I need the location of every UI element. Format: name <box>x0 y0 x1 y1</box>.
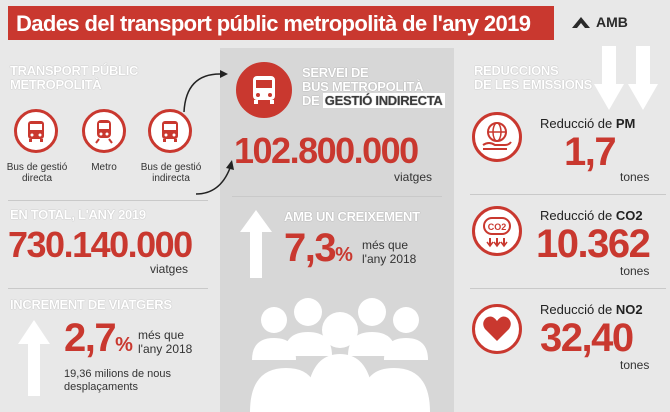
mode-label-bus-indirect-line1: Bus de gestió <box>140 162 202 173</box>
bus-direct-icon <box>14 109 58 153</box>
total-unit: viatges <box>150 262 189 276</box>
no2-label: Reducció de NO2 <box>540 302 643 317</box>
service-title-highlight: GESTIÓ INDIRECTA <box>322 93 445 108</box>
service-title-prefix: DE <box>302 93 323 108</box>
pm-label: Reducció de PM <box>540 116 635 131</box>
co2-icon: CO2 <box>472 206 522 256</box>
service-unit: viatges <box>394 170 433 184</box>
pm-unit: tones <box>620 170 650 184</box>
page-title: Dades del transport públic metropolità d… <box>16 11 531 36</box>
co2-value: 10.362 <box>536 222 651 266</box>
mode-label-bus-indirect-line2: indirecta <box>152 173 190 184</box>
growth-note-line1: més que <box>362 238 409 252</box>
increment-sub-line1: 19,36 milions de nous <box>64 368 172 380</box>
total-value: 730.140.000 <box>8 224 193 265</box>
divider-right-2 <box>470 288 666 289</box>
mode-label-metro: Metro <box>76 162 132 173</box>
no2-label-text: Reducció de <box>540 302 616 317</box>
left-section-title: TRANSPORT PÚBLIC METROPOLITÀ <box>10 64 138 92</box>
left-section-title-line1: TRANSPORT PÚBLIC <box>10 63 139 78</box>
increment-pct: % <box>115 334 133 356</box>
heart-icon <box>472 304 522 354</box>
down-arrows-icon <box>594 46 658 110</box>
pm-value: 1,7 <box>564 130 617 174</box>
service-title-line2: BUS METROPOLITÀ <box>302 79 424 94</box>
service-value: 102.800.000 <box>234 130 419 171</box>
no2-unit: tones <box>620 358 650 372</box>
right-section-title-line2: DE LES EMISSIONS <box>474 77 593 92</box>
co2-gas: CO2 <box>615 208 643 223</box>
growth-value: 7,3% <box>284 226 353 271</box>
growth-note: més que l'any 2018 <box>362 238 416 266</box>
right-section-title: REDUCCIONS DE LES EMISSIONS <box>474 64 592 92</box>
amb-logo-text: AMB <box>596 14 628 30</box>
amb-logo-icon <box>572 17 590 28</box>
increment-note-line1: més que <box>138 328 185 342</box>
growth-number: 7,3 <box>284 226 337 270</box>
co2-unit: tones <box>620 264 650 278</box>
mode-label-bus-indirect: Bus de gestió indirecta <box>138 162 204 184</box>
increment-title: INCREMENT DE VIATGERS <box>10 297 172 312</box>
connector-arrows <box>183 70 234 195</box>
no2-value: 32,40 <box>540 316 634 360</box>
increment-number: 2,7 <box>64 316 117 360</box>
right-section-title-line1: REDUCCIONS <box>474 63 559 78</box>
increment-arrow-icon <box>18 320 50 396</box>
growth-note-line2: l'any 2018 <box>362 252 417 266</box>
growth-pct: % <box>335 244 353 266</box>
mode-label-bus-direct-line2: directa <box>21 173 52 184</box>
divider-left-1 <box>8 200 208 201</box>
service-title: SERVEI DE BUS METROPOLITÀ DE GESTIÓ INDI… <box>302 66 445 108</box>
no2-gas: NO2 <box>615 302 643 317</box>
mode-label-metro-line1: Metro <box>91 162 117 173</box>
bus-service-icon <box>236 62 292 118</box>
bus-indirect-icon <box>148 109 192 153</box>
pm-gas: PM <box>615 116 636 131</box>
pm-label-text: Reducció de <box>540 116 616 131</box>
increment-note-line2: l'any 2018 <box>138 342 193 356</box>
metro-icon <box>82 109 126 153</box>
mode-label-bus-direct-line1: Bus de gestió <box>6 162 68 173</box>
divider-right-1 <box>470 194 666 195</box>
globe-hand-icon <box>472 112 522 162</box>
increment-value: 2,7% <box>64 316 133 361</box>
divider-mid <box>232 196 442 197</box>
increment-sub: 19,36 milions de nous desplaçaments <box>64 368 171 394</box>
svg-text:CO2: CO2 <box>488 222 507 232</box>
total-title: EN TOTAL, L'ANY 2019 <box>10 207 146 222</box>
increment-sub-line2: desplaçaments <box>64 381 138 393</box>
divider-left-2 <box>8 288 208 289</box>
service-title-line3: DE GESTIÓ INDIRECTA <box>302 93 445 108</box>
increment-note: més que l'any 2018 <box>138 328 192 356</box>
co2-label: Reducció de CO2 <box>540 208 643 223</box>
growth-arrow-icon <box>240 210 272 278</box>
crowd-icon <box>250 298 430 412</box>
co2-label-text: Reducció de <box>540 208 616 223</box>
title-bar: Dades del transport públic metropolità d… <box>8 6 554 40</box>
left-section-title-line2: METROPOLITÀ <box>10 77 102 92</box>
mode-label-bus-direct: Bus de gestió directa <box>4 162 70 184</box>
service-title-line1: SERVEI DE <box>302 65 369 80</box>
growth-title: AMB UN CREIXEMENT <box>284 209 420 224</box>
